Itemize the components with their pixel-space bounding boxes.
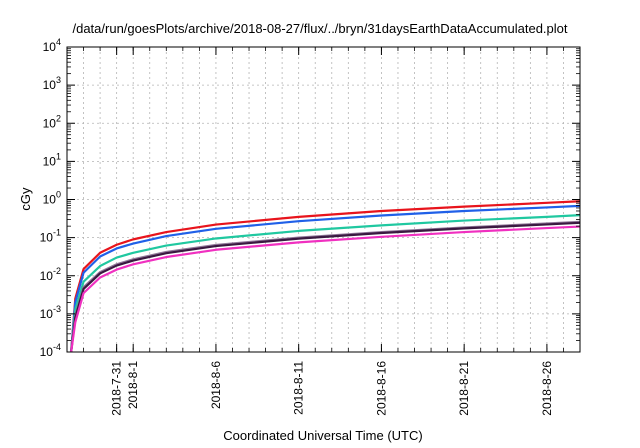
series-group xyxy=(70,200,581,353)
x-tick-label: 2018-8-26 xyxy=(540,361,554,416)
series-line-6 xyxy=(70,225,581,353)
x-axis-label: Coordinated Universal Time (UTC) xyxy=(223,428,422,443)
y-axis-label: cGy xyxy=(18,187,33,211)
x-tick-label: 2018-8-11 xyxy=(292,361,306,415)
y-tick-label: 10-2 xyxy=(40,266,61,283)
x-tick-label: 2018-7-31 xyxy=(110,361,124,416)
y-tick-label: 10-3 xyxy=(40,304,61,321)
y-tick-label: 101 xyxy=(43,151,61,168)
series-line-2 xyxy=(70,204,581,353)
y-tick-label: 102 xyxy=(43,113,61,130)
y-tick-label: 100 xyxy=(43,190,61,207)
series-line-3 xyxy=(70,213,581,353)
axis-ticks: 10-4 10-3 10-2 10-1 100 101 102 103 104 2018-7-31… xyxy=(40,37,580,416)
y-tick-label: 103 xyxy=(43,75,61,92)
grid xyxy=(67,47,580,352)
x-tick-label: 2018-8-1 xyxy=(126,361,140,409)
x-tick-label: 2018-8-21 xyxy=(457,361,471,416)
x-tick-label: 2018-8-16 xyxy=(374,361,388,416)
x-tick-label: 2018-8-6 xyxy=(209,361,223,409)
y-tick-label: 104 xyxy=(43,37,61,54)
y-tick-label: 10-4 xyxy=(40,342,61,359)
chart-title: /data/run/goesPlots/archive/2018-08-27/f… xyxy=(72,21,567,36)
y-tick-label: 10-1 xyxy=(40,228,61,245)
series-line-5 xyxy=(70,221,581,353)
series-line-1 xyxy=(70,200,581,353)
